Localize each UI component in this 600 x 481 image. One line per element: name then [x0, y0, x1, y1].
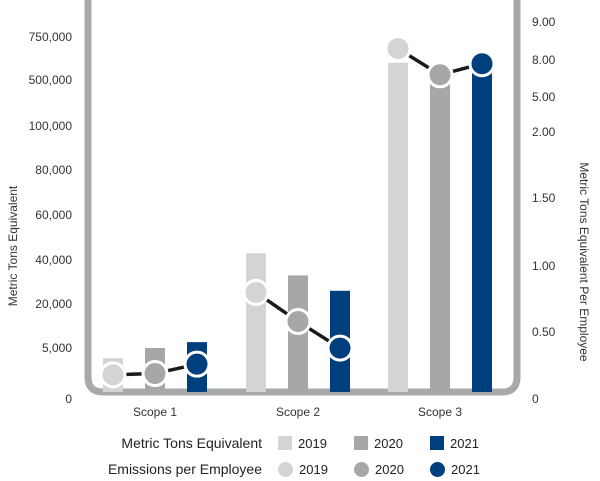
left-tick-label: 20,000	[35, 297, 72, 311]
legend-dot-swatch	[430, 461, 445, 477]
bar-2019-scope-2	[246, 253, 266, 392]
right-tick-label: 2.00	[532, 125, 556, 139]
legend-dot-swatch	[278, 461, 293, 477]
right-tick-label: 5.00	[532, 90, 556, 104]
right-tick-label: 1.50	[532, 191, 556, 205]
legend-bar-swatch	[354, 436, 368, 450]
bars-layer	[103, 62, 492, 393]
left-tick-label: 60,000	[35, 208, 72, 222]
category-labels: Scope 1 Scope 2 Scope 3	[133, 405, 462, 419]
legend-bar-swatch	[278, 436, 292, 450]
bar-2021-scope-3	[472, 73, 492, 393]
dot-2020-scope-1	[141, 360, 169, 388]
legend-dot-2021: 2021	[430, 461, 480, 477]
dot-2019-scope-3	[384, 35, 412, 63]
bar-2020-scope-3	[430, 76, 450, 392]
legend-dot-swatch	[354, 461, 369, 477]
right-tick-label: 1.00	[532, 259, 556, 273]
legend-bar-2021: 2021	[430, 436, 479, 451]
dot-2019-scope-1	[99, 361, 127, 389]
emissions-chart: 0 5,000 20,000 40,000 60,000 80,000 100,000 500…	[6, 0, 591, 419]
legend-bar-label: 2020	[374, 435, 403, 451]
category-label: Scope 1	[133, 405, 177, 419]
right-tick-label: 0.50	[532, 325, 556, 339]
legend-bar-label: 2019	[298, 435, 327, 451]
category-label: Scope 3	[418, 405, 462, 419]
dot-2021-scope-3	[468, 50, 496, 78]
legend-bars-title: Metric Tons Equivalent	[121, 435, 262, 451]
dot-2021-scope-2	[326, 334, 354, 362]
right-tick-label: 8.00	[532, 53, 556, 67]
legend-bar-2020: 2020	[354, 436, 403, 451]
dot-2020-scope-2	[284, 307, 312, 335]
legend-bar-label: 2021	[450, 435, 479, 451]
bar-2019-scope-3	[388, 62, 408, 393]
legend-dot-2019: 2019	[278, 461, 328, 477]
right-axis-ticks: 0 0.50 1.00 1.50 2.00 5.00 8.00 9.00	[532, 15, 556, 406]
dots-layer	[99, 35, 496, 389]
dot-2021-scope-1	[183, 350, 211, 378]
legend-dot-2020: 2020	[354, 461, 404, 477]
legend-dots-title: Emissions per Employee	[107, 461, 262, 477]
legend-dot-label: 2019	[299, 461, 328, 477]
left-tick-label: 500,000	[29, 73, 73, 87]
legend-bar-2019: 2019	[278, 436, 327, 451]
right-tick-label: 9.00	[532, 15, 556, 29]
legend-dot-label: 2021	[451, 461, 480, 477]
left-tick-label: 0	[65, 392, 72, 406]
legend-bar-swatch	[430, 436, 444, 450]
left-axis-title: Metric Tons Equivalent	[6, 185, 20, 306]
left-tick-label: 5,000	[42, 341, 72, 355]
left-tick-label: 750,000	[29, 30, 73, 44]
dot-2020-scope-3	[426, 61, 454, 89]
legend-dot-label: 2020	[375, 461, 404, 477]
right-axis-title: Metric Tons Equivalent Per Employee	[577, 162, 591, 362]
dot-2019-scope-2	[242, 278, 270, 306]
left-tick-label: 100,000	[29, 119, 73, 133]
category-label: Scope 2	[276, 405, 320, 419]
right-tick-label: 0	[532, 392, 539, 406]
left-axis-ticks: 0 5,000 20,000 40,000 60,000 80,000 100,000 500…	[29, 30, 73, 406]
left-tick-label: 80,000	[35, 163, 72, 177]
left-tick-label: 40,000	[35, 253, 72, 267]
